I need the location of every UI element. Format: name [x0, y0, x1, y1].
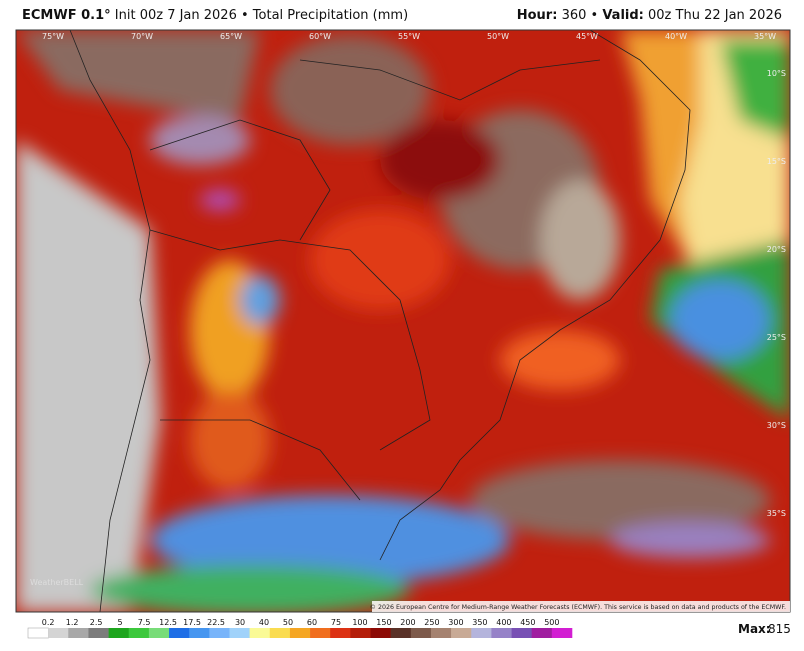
lat-labels: 10°S 15°S 20°S 25°S 30°S 35°S [767, 69, 786, 518]
lon-label: 75°W [42, 32, 64, 41]
colorbar-swatch [209, 628, 230, 638]
colorbar-label: 7.5 [138, 618, 151, 627]
colorbar-swatch [108, 628, 130, 638]
colorbar-label: 100 [352, 618, 367, 627]
colorbar-label: 450 [520, 618, 535, 627]
lat-label: 30°S [767, 421, 786, 430]
colorbar-swatch [189, 628, 210, 638]
lon-label: 40°W [665, 32, 687, 41]
colorbar-swatch [531, 628, 553, 638]
colorbar-label: 17.5 [183, 618, 201, 627]
lat-label: 20°S [767, 245, 786, 254]
colorbar-swatch [27, 627, 49, 639]
colorbar: 0.2 1.2 2.5 5 7.5 12.5 17.5 22.5 30 40 50 60 75 100 15… [27, 618, 573, 639]
colorbar-swatch [269, 628, 291, 638]
hour-label: Hour: [516, 8, 558, 23]
lon-label: 70°W [131, 32, 153, 41]
colorbar-swatch [310, 628, 331, 638]
colorbar-swatch [350, 628, 371, 638]
colorbar-swatch [511, 628, 533, 638]
colorbar-label: 500 [544, 618, 559, 627]
colorbar-label: 400 [496, 618, 511, 627]
lat-label: 25°S [767, 333, 786, 342]
colorbar-swatch [491, 628, 512, 638]
lon-label: 60°W [309, 32, 331, 41]
lon-labels: 75°W 70°W 65°W 60°W 55°W 50°W 45°W 40°W 35°W [42, 32, 776, 41]
lon-label: 35°W [754, 32, 776, 41]
model: ECMWF 0.1° [22, 8, 111, 23]
colorbar-swatch [289, 628, 311, 638]
colorbar-swatch [169, 628, 190, 638]
colorbar-label: 60 [307, 618, 317, 627]
coastlines [69, 30, 691, 612]
max-value: 815 [768, 622, 791, 636]
colorbar-swatch [148, 628, 170, 638]
colorbar-label: 5 [118, 618, 123, 627]
colorbar-label: 300 [448, 618, 463, 627]
colorbar-swatch [330, 628, 351, 638]
lat-label: 10°S [767, 69, 786, 78]
colorbar-label: 22.5 [207, 618, 225, 627]
colorbar-label: 150 [376, 618, 391, 627]
hour: 360 • [561, 8, 599, 23]
lat-label: 15°S [767, 157, 786, 166]
colorbar-label: 75 [331, 618, 341, 627]
colorbar-label: 250 [424, 618, 439, 627]
colorbar-swatch [430, 628, 452, 638]
colorbar-label: 1.2 [66, 618, 79, 627]
colorbar-label: 12.5 [159, 618, 177, 627]
watermark: WeatherBELL [30, 578, 84, 587]
colorbar-swatch [451, 628, 472, 638]
valid-label: Valid: [602, 8, 644, 23]
colorbar-label: 0.2 [42, 618, 55, 627]
init: Init 00z 7 Jan 2026 • Total Precipitatio… [114, 8, 409, 23]
colorbar-swatch [551, 628, 573, 638]
max-label: Max: [738, 622, 771, 636]
colorbar-swatch [48, 628, 69, 638]
colorbar-swatch [390, 628, 412, 638]
colorbar-swatch [68, 628, 89, 638]
colorbar-swatch [88, 628, 109, 638]
colorbar-swatch [471, 628, 492, 638]
header-right: Hour: 360 • Valid: 00z Thu 22 Jan 2026 [517, 8, 782, 23]
valid: 00z Thu 22 Jan 2026 [648, 8, 782, 23]
colorbar-label: 50 [283, 618, 293, 627]
colorbar-swatch [249, 628, 271, 638]
colorbar-label: 350 [472, 618, 487, 627]
credit: © 2026 European Centre for Medium-Range … [370, 603, 786, 611]
colorbar-label: 30 [235, 618, 245, 627]
lat-label: 35°S [767, 509, 786, 518]
colorbar-swatch [229, 628, 250, 638]
lon-label: 55°W [398, 32, 420, 41]
colorbar-swatch [410, 628, 432, 638]
precip-field [16, 30, 790, 612]
colorbar-label: 200 [400, 618, 415, 627]
colorbar-swatch [128, 628, 150, 638]
header-left: ECMWF 0.1° Init 00z 7 Jan 2026 • Total P… [22, 8, 408, 23]
lon-label: 50°W [487, 32, 509, 41]
colorbar-label: 40 [259, 618, 269, 627]
colorbar-label: 2.5 [90, 618, 103, 627]
lon-label: 65°W [220, 32, 242, 41]
lon-label: 45°W [576, 32, 598, 41]
colorbar-swatch [370, 628, 391, 638]
credit-bg [372, 601, 790, 612]
